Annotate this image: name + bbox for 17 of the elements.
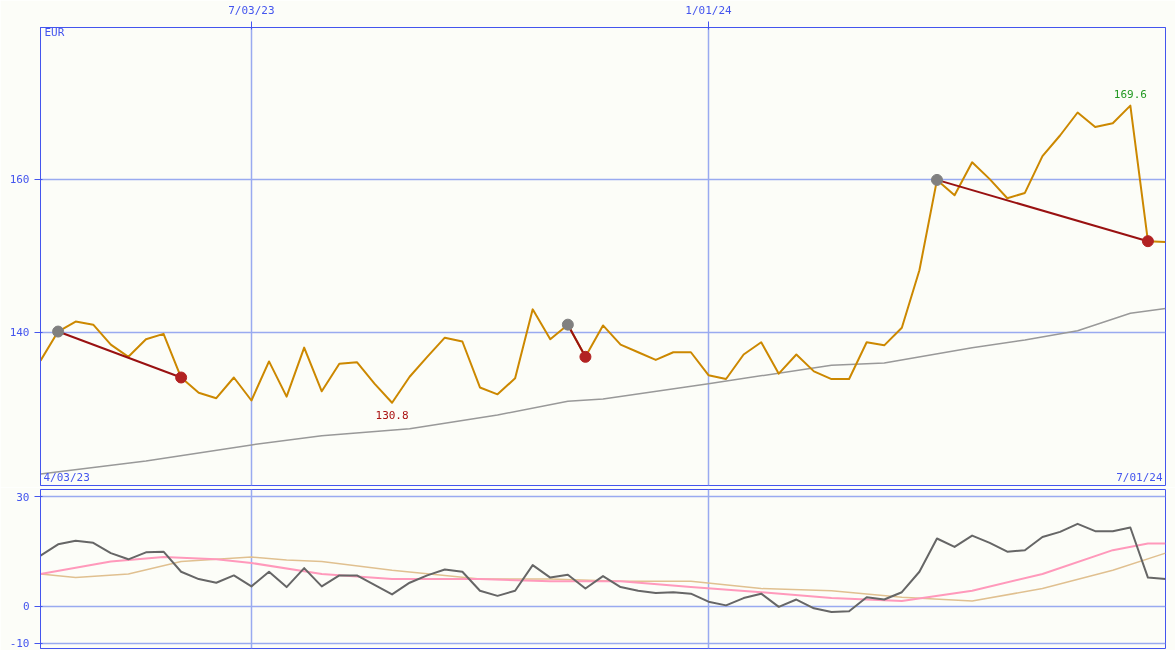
y-tick-label: 140	[9, 326, 30, 340]
line-series	[40, 307, 1166, 475]
x-tick-label: 1/01/24	[685, 3, 733, 17]
y-tick-label: -10	[9, 637, 30, 650]
annotation: 4/03/23	[43, 470, 90, 484]
x-tick-label: 7/03/23	[228, 3, 275, 17]
annotation: 130.8	[375, 408, 409, 422]
y-tick-label: 160	[9, 173, 30, 187]
y-axis-title: EUR	[44, 25, 65, 39]
line-series	[40, 552, 1166, 602]
line-series	[40, 522, 1166, 613]
y-tick-label: 30	[16, 490, 30, 504]
annotation: 7/01/24	[1116, 470, 1163, 484]
line-series	[40, 542, 1166, 602]
line-series	[40, 104, 1166, 404]
y-tick-label: 0	[22, 600, 30, 614]
annotation: 169.6	[1113, 87, 1147, 101]
